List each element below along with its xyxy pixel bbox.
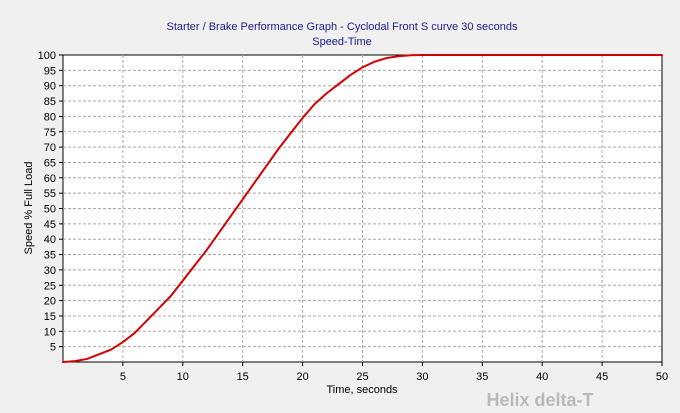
x-tick-label: 50 [656, 371, 668, 383]
y-tick-label: 80 [44, 111, 56, 123]
x-tick-label: 40 [536, 371, 548, 383]
chart-subtitle: Speed-Time [312, 36, 372, 48]
watermark-text: Helix delta-T [486, 390, 593, 410]
y-tick-label: 35 [44, 250, 56, 262]
y-tick-label: 60 [44, 173, 56, 185]
x-tick-label: 45 [596, 371, 608, 383]
y-tick-label: 30 [44, 265, 56, 277]
x-tick-label: 25 [356, 371, 368, 383]
x-axis-ticks: 5 10 15 20 25 30 35 40 45 50 [120, 362, 668, 383]
x-tick-label: 30 [416, 371, 428, 383]
x-tick-label: 5 [120, 371, 126, 383]
speed-series-line [62, 54, 663, 363]
y-tick-label: 75 [44, 127, 56, 139]
x-axis-label: Time, seconds [326, 384, 398, 396]
y-tick-label: 90 [44, 81, 56, 93]
x-tick-label: 20 [296, 371, 308, 383]
y-tick-label: 5 [50, 342, 56, 354]
series-layer [62, 54, 663, 363]
y-tick-label: 100 [38, 50, 56, 62]
y-tick-label: 70 [44, 142, 56, 154]
y-tick-label: 10 [44, 326, 56, 338]
y-tick-label: 50 [44, 204, 56, 216]
y-tick-label: 95 [44, 65, 56, 77]
y-axis-label: Speed % Full Load [23, 162, 35, 255]
y-tick-label: 45 [44, 219, 56, 231]
grid-lines [63, 55, 662, 362]
y-tick-label: 65 [44, 157, 56, 169]
x-tick-label: 10 [177, 371, 189, 383]
y-tick-label: 40 [44, 234, 56, 246]
y-tick-label: 15 [44, 311, 56, 323]
y-axis-ticks: 5 10 15 20 25 30 35 40 45 50 55 60 65 70 75 80 85 90 95 100 [38, 50, 63, 354]
y-tick-label: 20 [44, 296, 56, 308]
y-tick-label: 85 [44, 96, 56, 108]
x-tick-label: 35 [476, 371, 488, 383]
chart-title: Starter / Brake Performance Graph - Cycl… [167, 21, 518, 33]
x-tick-label: 15 [237, 371, 249, 383]
y-tick-label: 55 [44, 188, 56, 200]
y-tick-label: 25 [44, 280, 56, 292]
